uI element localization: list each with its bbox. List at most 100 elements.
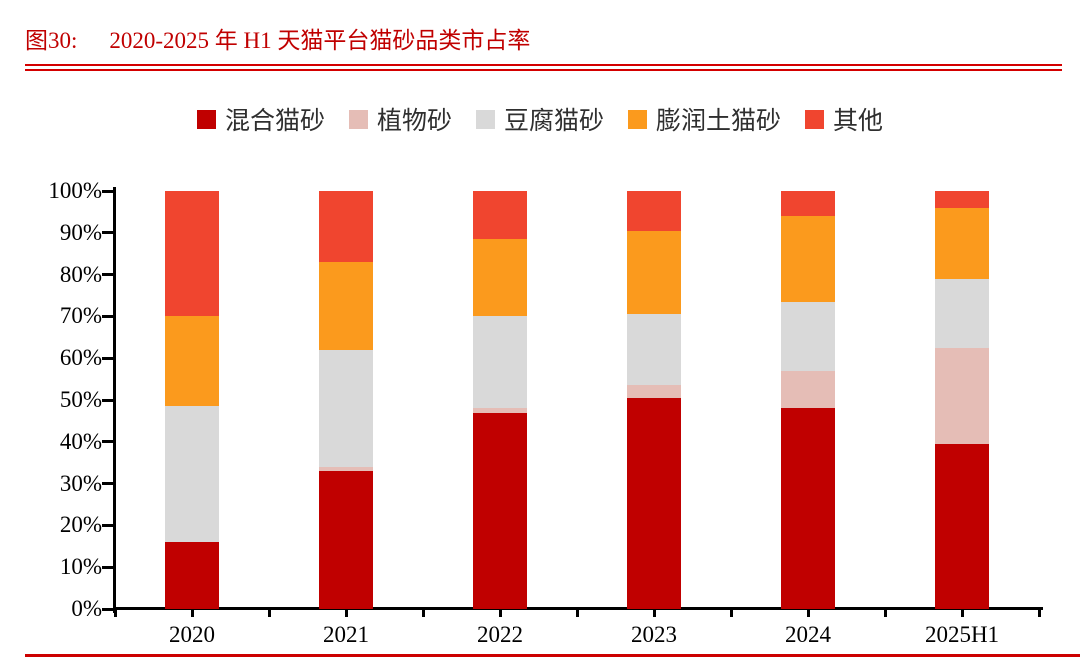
y-axis-tick-label: 40% (59, 428, 102, 454)
x-axis-line (113, 607, 1043, 610)
x-axis-tick (884, 610, 887, 617)
bar-segment-2021-其他 (319, 191, 373, 263)
x-axis-tick (499, 610, 502, 617)
x-axis-tick (961, 610, 964, 617)
y-axis-tick-label: 30% (59, 470, 102, 496)
legend-swatch-icon (628, 109, 647, 129)
bar-segment-2025H1-混合猫砂 (935, 443, 989, 609)
x-axis-category-label: 2025H1 (924, 622, 1000, 647)
bar-segment-2022-膨润土猫砂 (473, 239, 527, 317)
x-axis-tick (730, 610, 733, 617)
bar-segment-2023-膨润土猫砂 (627, 230, 681, 315)
bar-segment-2023-其他 (627, 191, 681, 231)
x-axis-category-label: 2024 (785, 622, 831, 647)
bar-segment-2024-混合猫砂 (781, 408, 835, 609)
bar-segment-2024-其他 (781, 191, 835, 217)
x-axis-tick (268, 610, 271, 617)
bottom-divider-rule (25, 654, 1080, 657)
bar-segment-2023-混合猫砂 (627, 397, 681, 609)
bar-segment-2021-膨润土猫砂 (319, 262, 373, 350)
bar-segment-2021-豆腐猫砂 (319, 349, 373, 467)
y-axis-tick (102, 440, 113, 444)
bar-2025H1 (935, 191, 989, 609)
title-divider-rule (25, 64, 1062, 71)
bar-2024 (781, 191, 835, 609)
legend-swatch-icon (196, 109, 216, 129)
bar-2020 (165, 191, 219, 609)
legend-item-2: 豆腐猫砂 (475, 101, 604, 137)
legend-swatch-icon (348, 109, 368, 129)
bar-segment-2021-植物砂 (319, 466, 373, 472)
y-axis-tick-label: 90% (59, 219, 102, 245)
bar-segment-2020-膨润土猫砂 (165, 316, 219, 407)
bar-segment-2020-混合猫砂 (165, 542, 219, 609)
x-axis-tick (191, 610, 194, 617)
x-axis-tick (345, 610, 348, 617)
y-axis-tick (102, 356, 113, 360)
bar-segment-2021-混合猫砂 (319, 471, 373, 609)
y-axis-tick-label: 10% (59, 554, 102, 580)
bar-segment-2024-植物砂 (781, 370, 835, 409)
bar-segment-2022-其他 (473, 191, 527, 240)
y-axis-tick (102, 273, 113, 277)
bar-segment-2022-混合猫砂 (473, 412, 527, 609)
y-axis-tick (102, 565, 113, 569)
y-axis-tick (102, 523, 113, 527)
y-axis-tick (102, 314, 113, 318)
y-axis-tick-label: 60% (59, 345, 102, 371)
y-axis-tick-label: 20% (59, 512, 102, 538)
bar-segment-2025H1-其他 (935, 191, 989, 208)
x-axis-tick (807, 610, 810, 617)
x-axis-category-label: 2022 (477, 622, 523, 647)
y-axis-tick-label: 80% (59, 261, 102, 287)
bar-segment-2023-豆腐猫砂 (627, 314, 681, 386)
legend-item-4: 其他 (805, 101, 883, 137)
y-axis-tick (102, 607, 113, 611)
bar-segment-2023-植物砂 (627, 385, 681, 398)
chart-legend: 混合猫砂 植物砂 豆腐猫砂 膨润土猫砂 其他 (0, 101, 1080, 137)
y-axis-tick-label: 50% (59, 387, 102, 412)
y-axis-tick-label: 0% (71, 596, 102, 621)
y-axis-line (113, 187, 116, 613)
bar-segment-2024-膨润土猫砂 (781, 216, 835, 302)
x-axis-tick (653, 610, 656, 617)
x-axis-category-label: 2021 (323, 622, 369, 647)
legend-swatch-icon (475, 109, 495, 129)
y-axis-tick (102, 231, 113, 235)
bar-2022 (473, 191, 527, 609)
y-axis-tick-label: 70% (59, 303, 102, 329)
legend-label: 豆腐猫砂 (503, 108, 604, 135)
bar-segment-2022-植物砂 (473, 408, 527, 413)
y-axis-tick (102, 189, 113, 193)
bar-segment-2020-豆腐猫砂 (165, 406, 219, 543)
x-axis-tick (576, 610, 579, 617)
bar-segment-2024-豆腐猫砂 (781, 301, 835, 371)
legend-item-0: 混合猫砂 (196, 101, 325, 137)
x-axis-tick (114, 610, 117, 617)
figure-number-label: 图30: (25, 28, 78, 53)
legend-label: 膨润土猫砂 (656, 108, 782, 135)
x-axis-category-label: 2023 (631, 622, 677, 647)
y-axis-tick (102, 482, 113, 486)
x-axis-tick (422, 610, 425, 617)
y-axis-tick (102, 398, 113, 402)
x-axis-tick (1038, 610, 1041, 617)
bar-segment-2020-其他 (165, 191, 219, 317)
legend-label: 植物砂 (376, 108, 452, 135)
legend-swatch-icon (805, 109, 825, 129)
legend-label: 混合猫砂 (224, 108, 325, 135)
bar-segment-2025H1-豆腐猫砂 (935, 278, 989, 348)
legend-item-3: 膨润土猫砂 (628, 101, 781, 137)
y-axis-tick-label: 100% (48, 178, 102, 203)
figure-title: 2020-2025 年 H1 天猫平台猫砂品类市占率 (109, 28, 531, 53)
figure-header: 图30: 2020-2025 年 H1 天猫平台猫砂品类市占率 (25, 26, 530, 56)
legend-item-1: 植物砂 (348, 101, 452, 137)
bar-2023 (627, 191, 681, 609)
bar-segment-2025H1-膨润土猫砂 (935, 207, 989, 279)
bar-2021 (319, 191, 373, 609)
bar-segment-2025H1-植物砂 (935, 347, 989, 444)
x-axis-category-label: 2020 (169, 622, 215, 647)
bar-segment-2022-豆腐猫砂 (473, 316, 527, 409)
